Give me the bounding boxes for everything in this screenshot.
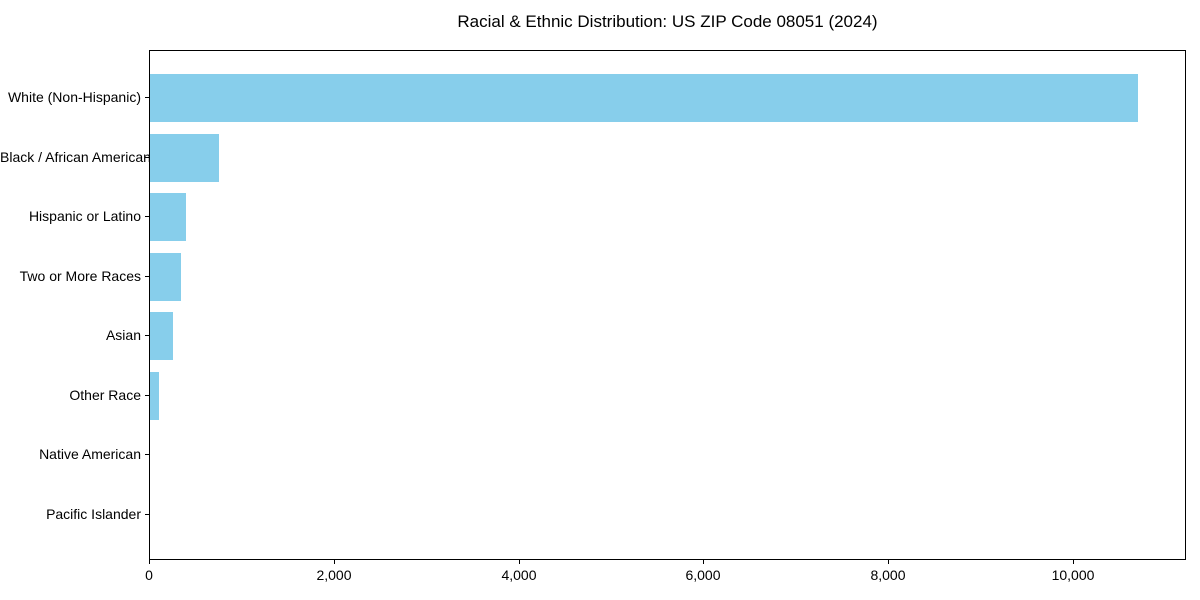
bar-other-race [150, 371, 159, 420]
y-tick-label: Pacific Islander [46, 505, 141, 522]
y-tick-mark [145, 454, 149, 455]
plot-area [149, 50, 1186, 560]
y-tick-mark [145, 394, 149, 396]
x-tick-label: 8,000 [870, 567, 906, 583]
y-tick-label: Asian [105, 327, 141, 343]
bar-asian [150, 312, 173, 360]
y-tick-mark [145, 335, 149, 336]
bar-two-or-more-races [150, 252, 181, 301]
x-tick-label: 10,000 [1051, 567, 1095, 583]
x-tick-mark [334, 560, 335, 564]
y-tick-label: Black / African American [0, 148, 151, 165]
x-tick-label: 0 [145, 567, 153, 583]
y-tick-mark [145, 513, 149, 515]
bar-hispanic-or-latino [150, 193, 186, 241]
chart-title: Racial & Ethnic Distribution: US ZIP Cod… [457, 12, 878, 31]
x-tick-label: 6,000 [685, 567, 721, 583]
y-tick-label: Hispanic or Latino [28, 208, 141, 224]
x-tick-label: 4,000 [501, 567, 537, 583]
y-tick-label: Native American [39, 446, 141, 462]
y-tick-label: White (Non-Hispanic) [7, 89, 141, 105]
y-tick-mark [145, 156, 149, 158]
bar-black-african-american [150, 133, 219, 182]
y-tick-label: Two or More Races [19, 267, 141, 284]
x-tick-mark [703, 560, 704, 564]
y-tick-label: Other Race [69, 386, 141, 403]
x-tick-mark [519, 560, 520, 564]
y-tick-mark [145, 275, 149, 277]
x-tick-mark [1073, 560, 1074, 564]
bar-white-non-hispanic [150, 74, 1138, 122]
y-tick-mark [145, 216, 149, 217]
x-tick-label: 2,000 [316, 567, 352, 583]
x-tick-mark [888, 560, 889, 564]
x-tick-mark [149, 560, 150, 564]
y-tick-mark [145, 97, 149, 98]
